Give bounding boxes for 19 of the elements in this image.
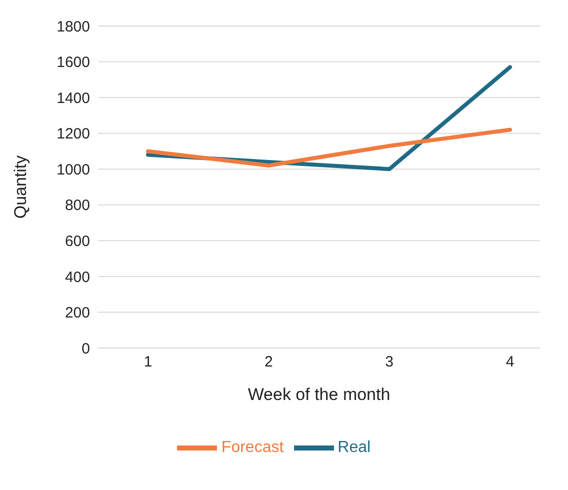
y-tick-label: 1400	[56, 90, 90, 107]
x-axis-title: Week of the month	[248, 385, 390, 404]
y-tick-label: 1200	[56, 126, 90, 143]
y-tick-label: 0	[82, 340, 90, 358]
y-tick-label: 1800	[56, 18, 90, 36]
y-tick-label: 1600	[56, 54, 90, 72]
y-axis-title: Quantity	[11, 154, 30, 219]
y-tick-label: 1000	[56, 161, 90, 178]
x-tick-label: 2	[264, 354, 273, 371]
x-tick-label: 4	[506, 354, 514, 371]
y-tick-label: 400	[64, 268, 90, 286]
y-tick-label: 600	[64, 232, 90, 250]
line-series	[146, 128, 512, 168]
x-tick-label: 3	[385, 354, 394, 371]
legend-label: Forecast	[221, 439, 284, 456]
x-tick-label: 1	[144, 354, 152, 371]
legend-label: Real	[338, 439, 371, 456]
y-tick-label: 200	[64, 304, 90, 322]
y-tick-label: 800	[64, 197, 90, 214]
